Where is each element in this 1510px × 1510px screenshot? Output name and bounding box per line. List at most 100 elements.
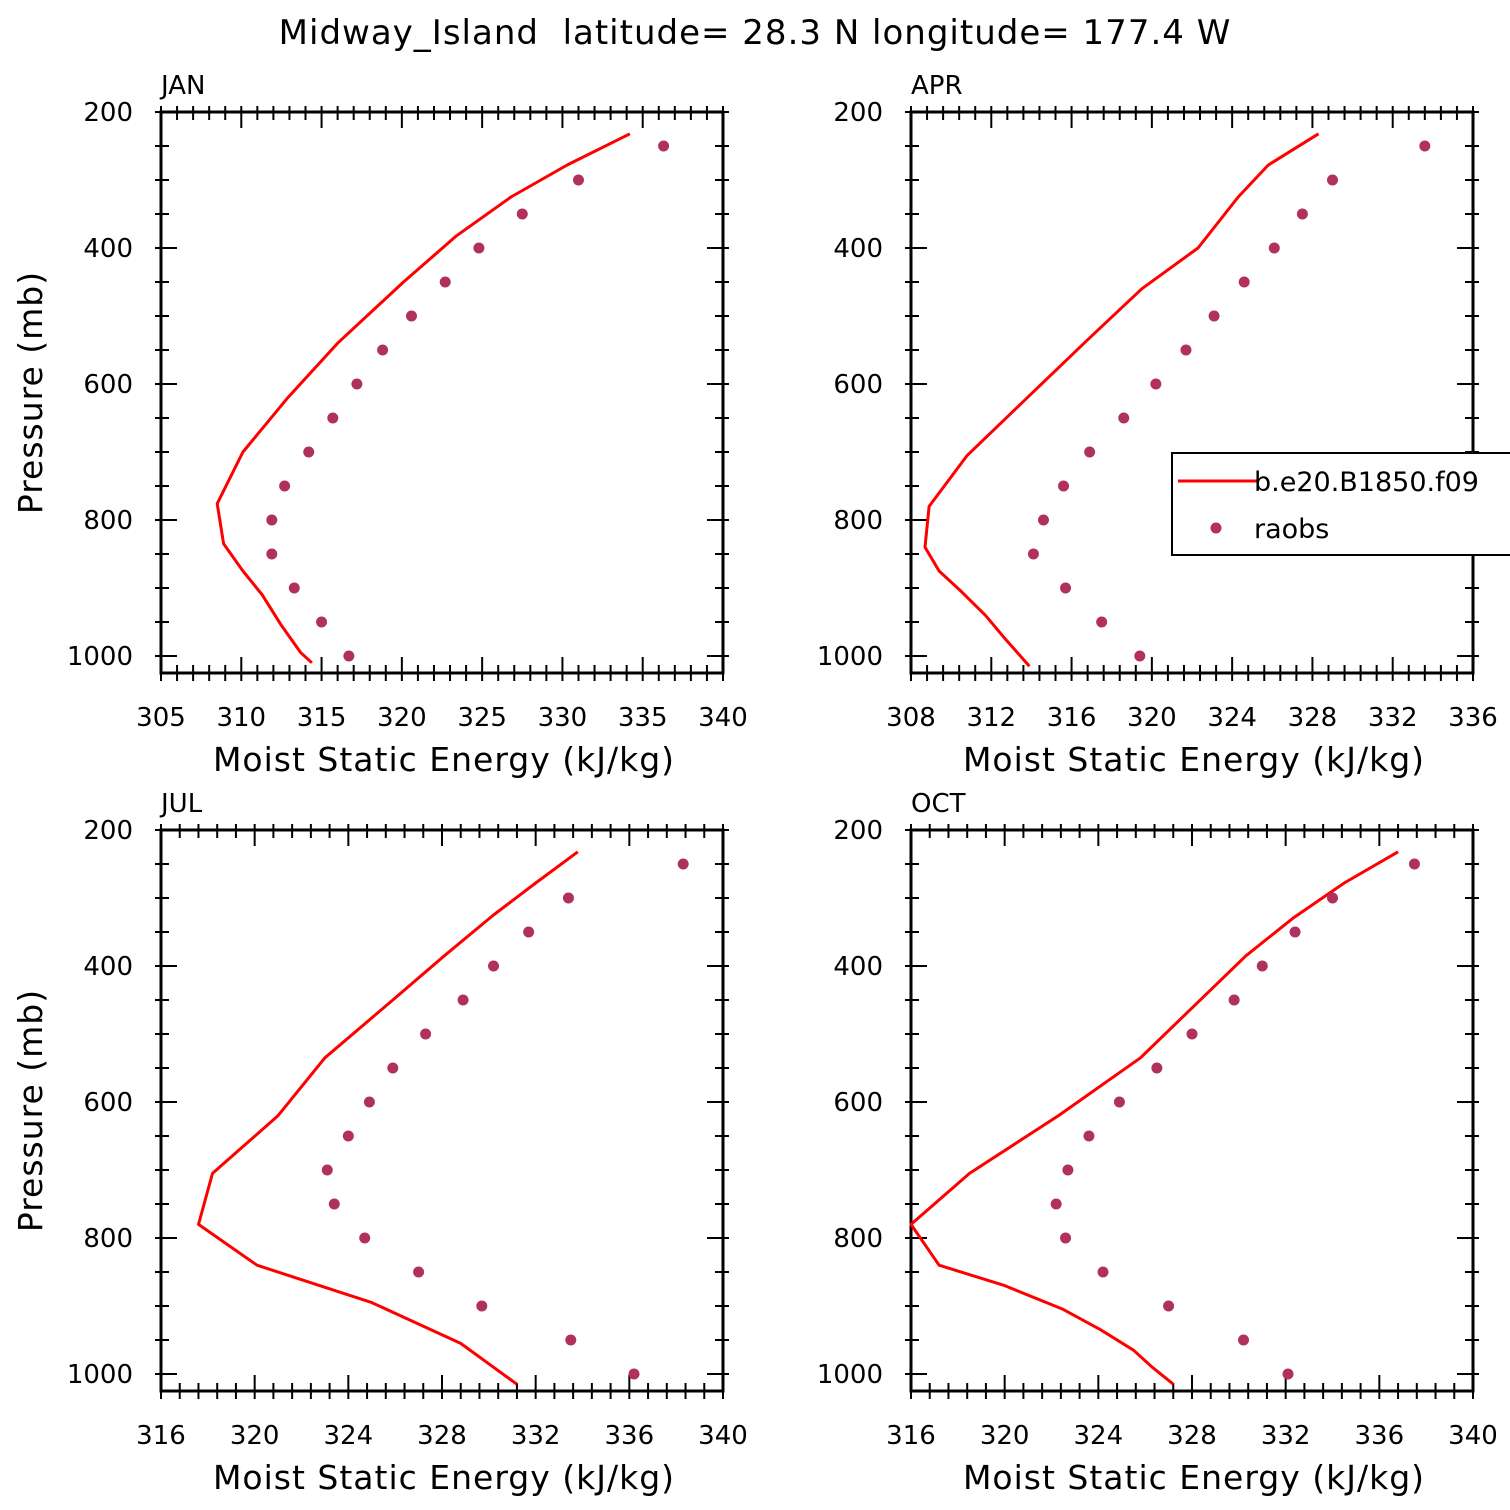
figure-title: Midway_Island latitude= 28.3 N longitude… (279, 13, 1232, 53)
x-tick-label: 305 (136, 703, 186, 733)
raobs-point (516, 208, 528, 220)
x-axis-title: Moist Static Energy (kJ/kg) (213, 1458, 675, 1497)
x-tick-label: 324 (1074, 1421, 1124, 1451)
raobs-point (303, 446, 315, 458)
x-tick-label: 320 (1127, 703, 1177, 733)
raobs-point (1027, 548, 1039, 560)
x-tick-label: 320 (377, 703, 427, 733)
raobs-point (1408, 858, 1420, 870)
raobs-point (266, 514, 278, 526)
legend-marker-swatch (1210, 522, 1222, 534)
panel-label: JUL (159, 789, 203, 819)
x-tick-label: 340 (698, 1421, 748, 1451)
x-tick-label: 324 (1207, 703, 1257, 733)
raobs-point (1419, 140, 1431, 152)
raobs-point (266, 548, 278, 560)
x-tick-label: 320 (980, 1421, 1030, 1451)
y-tick-label: 200 (833, 816, 883, 846)
y-tick-label: 600 (833, 1088, 883, 1118)
raobs-point (1096, 616, 1108, 628)
raobs-point (327, 412, 339, 424)
raobs-point (562, 892, 574, 904)
x-tick-label: 335 (618, 703, 668, 733)
y-tick-label: 800 (833, 1224, 883, 1254)
raobs-point (1256, 960, 1268, 972)
raobs-point (1228, 994, 1240, 1006)
raobs-point (1037, 514, 1049, 526)
raobs-point (1084, 446, 1096, 458)
x-tick-label: 328 (1288, 703, 1338, 733)
x-tick-label: 312 (966, 703, 1016, 733)
x-axis-title: Moist Static Energy (kJ/kg) (963, 740, 1425, 779)
y-tick-label: 1000 (817, 1360, 883, 1390)
plot-frame (909, 110, 1475, 675)
x-axis-title: Moist Static Energy (kJ/kg) (963, 1458, 1425, 1497)
x-tick-label: 315 (297, 703, 347, 733)
panel-oct: OCT 200 400 600 800 1000 316 320 324 328 332 336 340… (817, 789, 1498, 1497)
raobs-point (351, 378, 363, 390)
raobs-point (488, 960, 500, 972)
raobs-point (1060, 1232, 1072, 1244)
raobs-point (565, 1334, 577, 1346)
x-tick-label: 336 (1355, 1421, 1405, 1451)
y-tick-label: 800 (83, 1224, 133, 1254)
raobs-point (413, 1266, 425, 1278)
x-tick-label: 324 (324, 1421, 374, 1451)
legend: b.e20.B1850.f09 raobs (1171, 452, 1510, 556)
raobs-point (343, 650, 355, 662)
raobs-point (1097, 1266, 1109, 1278)
y-tick-label: 1000 (67, 642, 133, 672)
y-axis-title: Pressure (mb) (11, 271, 50, 514)
panel-jul: JUL 200 400 600 800 1000 316 320 324 328 332 336 340… (11, 789, 748, 1497)
raobs-point (1134, 650, 1146, 662)
plot-frame (159, 110, 725, 675)
raobs-point (1327, 892, 1338, 904)
legend-label-model: b.e20.B1850.f09 (1254, 467, 1479, 498)
raobs-point (342, 1130, 354, 1142)
x-tick-label: 332 (1261, 1421, 1311, 1451)
raobs-point (1268, 242, 1280, 254)
raobs-point (1150, 378, 1162, 390)
raobs-point (377, 344, 389, 356)
raobs-point (658, 140, 670, 152)
raobs-point (677, 858, 689, 870)
x-tick-label: 316 (1047, 703, 1097, 733)
x-tick-label: 310 (216, 703, 266, 733)
raobs-point (1058, 480, 1070, 492)
raobs-point (1296, 208, 1308, 220)
raobs-point (279, 480, 291, 492)
y-tick-label: 400 (833, 952, 883, 982)
raobs-point (1083, 1130, 1095, 1142)
raobs-point (363, 1096, 375, 1108)
raobs-point (321, 1164, 333, 1176)
raobs-point (328, 1198, 340, 1210)
x-tick-label: 320 (230, 1421, 280, 1451)
x-tick-label: 332 (511, 1421, 561, 1451)
raobs-point (316, 616, 328, 628)
x-axis-title: Moist Static Energy (kJ/kg) (213, 740, 675, 779)
x-tick-label: 308 (886, 703, 936, 733)
panels: JAN 200 400 600 800 1000 305 310 315 320 325 330 335… (11, 71, 1498, 1497)
y-axis-title: Pressure (mb) (11, 989, 50, 1232)
y-tick-label: 400 (83, 952, 133, 982)
panel-label: APR (911, 71, 963, 101)
raobs-point (1282, 1368, 1294, 1380)
raobs-point (1208, 310, 1220, 322)
raobs-point (1327, 174, 1338, 186)
panel-label: OCT (911, 789, 966, 819)
legend-box (1171, 452, 1510, 556)
raobs-point (1118, 412, 1130, 424)
y-tick-label: 800 (83, 506, 133, 536)
model-line (923, 132, 1320, 668)
x-tick-label: 340 (1448, 1421, 1498, 1451)
raobs-point (628, 1368, 640, 1380)
raobs-point (1113, 1096, 1125, 1108)
x-tick-label: 328 (417, 1421, 467, 1451)
x-tick-label: 336 (605, 1421, 655, 1451)
y-tick-label: 600 (83, 1088, 133, 1118)
raobs-point (1238, 1334, 1250, 1346)
plot-frame (159, 828, 725, 1393)
x-tick-label: 316 (136, 1421, 186, 1451)
raobs-point (1060, 582, 1072, 594)
